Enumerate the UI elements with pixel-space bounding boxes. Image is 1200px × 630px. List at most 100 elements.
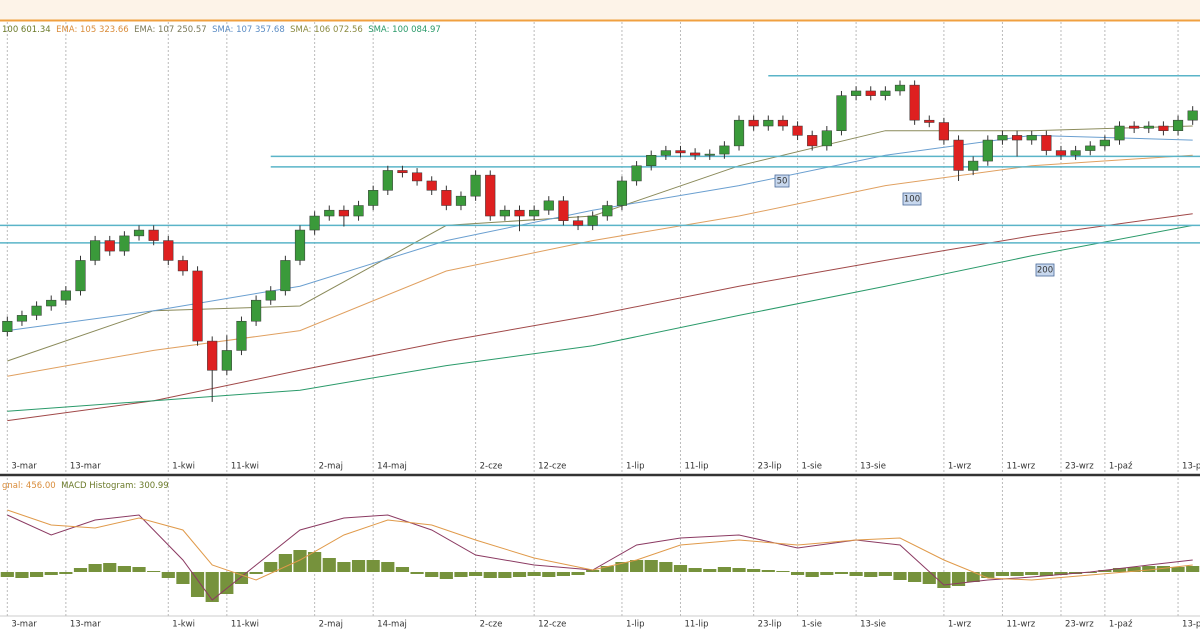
x-tick-label: 11-lip xyxy=(684,620,708,630)
candle-body xyxy=(616,180,628,206)
histogram-bar xyxy=(73,568,88,572)
x-tick-label: 13-mar xyxy=(70,620,101,630)
x-tick-label: 1-kwi xyxy=(172,620,195,630)
histogram-bar xyxy=(293,550,307,572)
candle-body xyxy=(192,270,203,342)
histogram-bar xyxy=(995,572,1010,576)
x-tick-label: 14-maj xyxy=(377,462,407,472)
histogram-bar xyxy=(278,554,292,572)
histogram-bar xyxy=(234,572,249,584)
indicator-header: gnal: 456.00 MACD Histogram: 300.99 xyxy=(2,481,169,491)
histogram-bar xyxy=(542,572,556,577)
candle-body xyxy=(1041,135,1052,151)
x-tick-label: 1-wrz xyxy=(948,620,972,630)
candle-body xyxy=(572,220,584,226)
histogram-bar xyxy=(117,566,131,572)
candle-body xyxy=(733,119,745,147)
candle-body xyxy=(221,350,232,371)
histogram-bar xyxy=(425,572,439,577)
candle-body xyxy=(2,320,13,332)
indicator-value: SMA: 107 357.68 xyxy=(212,25,290,35)
histogram-bar xyxy=(586,570,600,572)
indicator-value: 100 601.34 xyxy=(2,25,56,35)
x-tick-label: 13-paź xyxy=(1182,462,1200,472)
histogram-bar xyxy=(322,558,336,572)
histogram-bar xyxy=(1186,566,1200,572)
x-tick-label: 1-sie xyxy=(802,620,823,630)
candle-body xyxy=(602,205,613,217)
histogram-bar xyxy=(908,572,922,582)
candle-body xyxy=(543,200,554,211)
candle-body xyxy=(558,200,569,221)
indicator-value: SMA: 106 072.56 xyxy=(290,25,368,35)
candle-body xyxy=(31,305,42,316)
macd-line xyxy=(7,509,1193,581)
histogram-bar xyxy=(264,562,278,572)
ma-tag-label: 200 xyxy=(1037,266,1053,276)
labels: 3-mar 3-mar 13-mar 13-mar 1-kwi 1-kwi 11-kwi 11… xyxy=(2,25,1200,630)
histogram-bar xyxy=(1112,568,1127,572)
candle-body xyxy=(265,290,276,301)
x-tick-label: 11-wrz xyxy=(1006,620,1035,630)
histogram-bar xyxy=(703,569,717,572)
histogram-bar xyxy=(132,567,146,572)
candle-body xyxy=(104,240,115,252)
histogram-bar xyxy=(498,572,512,578)
histogram-bar xyxy=(176,572,190,584)
candle-body xyxy=(953,139,964,171)
x-tick-label: 11-kwi xyxy=(231,620,259,630)
x-tick-label: 11-kwi xyxy=(231,462,259,472)
histogram-bar xyxy=(308,552,322,572)
x-tick-label: 23-wrz xyxy=(1065,462,1094,472)
candle-body xyxy=(690,152,701,156)
histogram-bar xyxy=(439,572,453,579)
candle-body xyxy=(865,90,876,96)
candle-body xyxy=(338,209,349,217)
candle-body xyxy=(455,195,467,206)
candle-body xyxy=(763,119,774,127)
candle-body xyxy=(470,174,481,197)
ma-tag xyxy=(1035,263,1055,277)
histogram-bar xyxy=(220,572,234,594)
x-tick-label: 23-wrz xyxy=(1065,620,1094,630)
x-tick-label: 11-wrz xyxy=(1006,462,1035,472)
x-tick-label: 13-mar xyxy=(70,462,101,472)
x-tick-label: 2-maj xyxy=(319,462,343,472)
candle-body xyxy=(631,165,642,182)
candle-body xyxy=(177,260,189,272)
x-tick-label: 1-sie xyxy=(802,462,823,472)
histogram-bar xyxy=(922,572,936,584)
x-tick-label: 13-sie xyxy=(860,462,886,472)
histogram-bar xyxy=(512,572,527,577)
histogram-bar xyxy=(776,571,790,572)
candle-body xyxy=(280,260,291,292)
candle-body xyxy=(90,240,101,261)
candle-body xyxy=(294,229,306,261)
candle-body xyxy=(719,145,730,155)
histogram-bar xyxy=(1142,566,1156,572)
candle-body xyxy=(894,84,906,92)
histogram-bar xyxy=(790,572,805,575)
candle-body xyxy=(514,209,525,217)
histogram-bar xyxy=(805,572,819,577)
candle-body xyxy=(397,170,408,174)
indicator-header: 100 601.34 EMA: 105 323.66 EMA: 107 250.… xyxy=(2,25,441,35)
candle-body xyxy=(133,229,145,237)
histogram-bar xyxy=(44,572,58,575)
histogram-bar xyxy=(59,572,73,574)
histogram-bar xyxy=(103,563,117,572)
histogram-bar xyxy=(556,572,570,576)
histogram-bar xyxy=(366,560,380,572)
histogram-bar xyxy=(469,572,483,576)
histogram-bar xyxy=(966,572,980,582)
x-tick-label: 13-sie xyxy=(860,620,886,630)
candle-body xyxy=(353,205,364,217)
candle-body xyxy=(982,139,993,162)
x-tick-label: 1-paź xyxy=(1109,462,1133,472)
candle-body xyxy=(309,215,320,231)
histogram-bar xyxy=(1054,572,1068,575)
histogram-bar xyxy=(1098,570,1112,572)
histogram-bar xyxy=(659,562,673,572)
candle-body xyxy=(675,150,686,154)
